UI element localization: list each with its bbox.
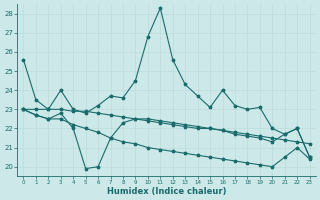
X-axis label: Humidex (Indice chaleur): Humidex (Indice chaleur)	[107, 187, 226, 196]
